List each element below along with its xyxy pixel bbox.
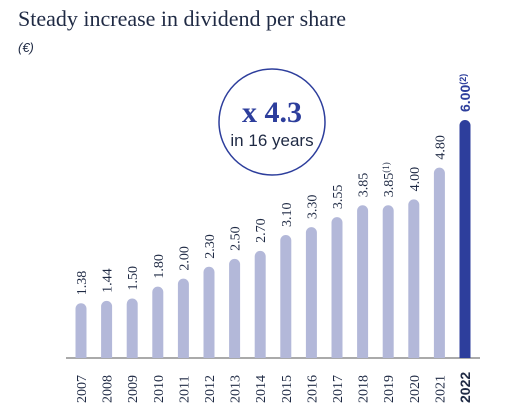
x-tick-label-2017: 2017 [331, 375, 346, 403]
x-tick-label-2019: 2019 [382, 375, 397, 403]
bar-value-label-2013: 2.50 [229, 226, 244, 251]
x-tick-label-2009: 2009 [126, 375, 141, 403]
bar-value-label-2010: 1.80 [152, 254, 167, 279]
bar-value-label-2016: 3.30 [305, 195, 320, 220]
x-tick-label-2016: 2016 [305, 375, 320, 403]
x-tick-label-2007: 2007 [75, 375, 90, 403]
bar-2007 [75, 303, 87, 358]
bar-value-label-2014: 2.70 [254, 218, 269, 243]
bar-value-label-2020: 4.00 [408, 167, 423, 192]
x-tick-label-2014: 2014 [254, 375, 269, 403]
bar-value-label-2019: 3.85(1) [381, 162, 397, 197]
x-tick-label-2020: 2020 [408, 375, 423, 403]
bar-value-label-2015: 3.10 [280, 203, 295, 228]
bar-value-label-2012: 2.30 [203, 234, 218, 259]
bar-2010 [152, 286, 164, 358]
bar-value-label-2018: 3.85 [357, 173, 372, 198]
callout-sub-text: in 16 years [230, 131, 313, 150]
x-tick-label-2013: 2013 [229, 375, 244, 403]
bar-2014 [254, 250, 266, 358]
bar-2011 [177, 278, 189, 358]
x-tick-label-2022: 2022 [457, 372, 473, 403]
bar-value-label-2008: 1.44 [101, 268, 116, 293]
bar-2013 [229, 258, 241, 358]
bar-value-label-2009: 1.50 [126, 266, 141, 291]
bar-value-label-2007: 1.38 [75, 271, 90, 296]
bar-2020 [408, 199, 420, 358]
chart-unit: (€) [18, 40, 34, 55]
bar-value-label-2021: 4.80 [433, 135, 448, 160]
bar-2008 [101, 300, 113, 358]
bar-2016 [305, 227, 317, 358]
bar-2009 [126, 298, 138, 358]
callout-circle [218, 68, 326, 176]
bar-value-label-2022: 6.00(2) [457, 74, 473, 112]
bar-2018 [357, 205, 369, 358]
x-tick-label-2015: 2015 [280, 375, 295, 403]
bar-2022 [459, 120, 471, 358]
footnote-ref-2019: (1) [381, 162, 391, 173]
footnote-ref-2022: (2) [458, 74, 468, 85]
bar-2021 [433, 167, 445, 358]
chart-title: Steady increase in dividend per share [18, 6, 347, 31]
x-tick-label-2008: 2008 [101, 375, 116, 403]
callout-main-text: x 4.3 [242, 96, 302, 129]
x-tick-label-2018: 2018 [357, 375, 372, 403]
x-tick-label-2011: 2011 [177, 376, 192, 403]
x-tick-label-2021: 2021 [433, 375, 448, 403]
bar-2017 [331, 217, 343, 358]
x-tick-label-2010: 2010 [152, 375, 167, 403]
bar-2015 [280, 235, 292, 358]
x-tick-label-2012: 2012 [203, 375, 218, 403]
bar-value-label-2011: 2.00 [177, 246, 192, 271]
bar-2019 [382, 205, 394, 358]
bar-value-label-2017: 3.55 [331, 185, 346, 210]
bar-2012 [203, 266, 215, 358]
